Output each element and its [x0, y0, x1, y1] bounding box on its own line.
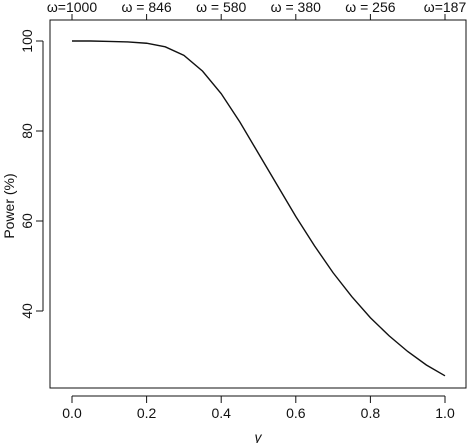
y-tick-label: 80	[19, 123, 35, 139]
x-axis-label: γ	[255, 429, 263, 443]
y-axis-label: Power (%)	[1, 173, 17, 238]
power-curve	[72, 40, 446, 377]
top-axis: ω=1000 ω = 846 ω = 580 ω = 380 ω = 256 ω=187	[47, 0, 467, 21]
x-tick-label: 0.0	[62, 405, 82, 421]
x-tick-label: 0.6	[286, 405, 306, 421]
x-tick-label: 0.2	[137, 405, 157, 421]
top-tick-label: ω = 580	[196, 0, 246, 15]
x-axis: 0.0 0.2 0.4 0.6 0.8 1.0	[62, 395, 455, 421]
top-tick-label: ω = 256	[345, 0, 395, 15]
x-tick-label: 0.4	[211, 405, 231, 421]
x-tick-label: 1.0	[435, 405, 455, 421]
top-tick-label: ω=1000	[47, 0, 97, 15]
top-tick-label: ω=187	[424, 0, 467, 15]
top-tick-label: ω = 846	[121, 0, 171, 15]
y-tick-label: 40	[19, 303, 35, 319]
y-tick-label: 60	[19, 213, 35, 229]
y-axis: 40 60 80 100	[19, 29, 44, 319]
plot-frame	[49, 19, 467, 389]
y-tick-label: 100	[19, 29, 35, 53]
x-tick-label: 0.8	[361, 405, 381, 421]
top-tick-label: ω = 380	[271, 0, 321, 15]
